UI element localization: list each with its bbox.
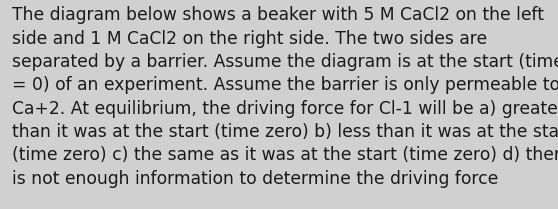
- Text: The diagram below shows a beaker with 5 M CaCl2 on the left
side and 1 M CaCl2 o: The diagram below shows a beaker with 5 …: [12, 6, 558, 187]
